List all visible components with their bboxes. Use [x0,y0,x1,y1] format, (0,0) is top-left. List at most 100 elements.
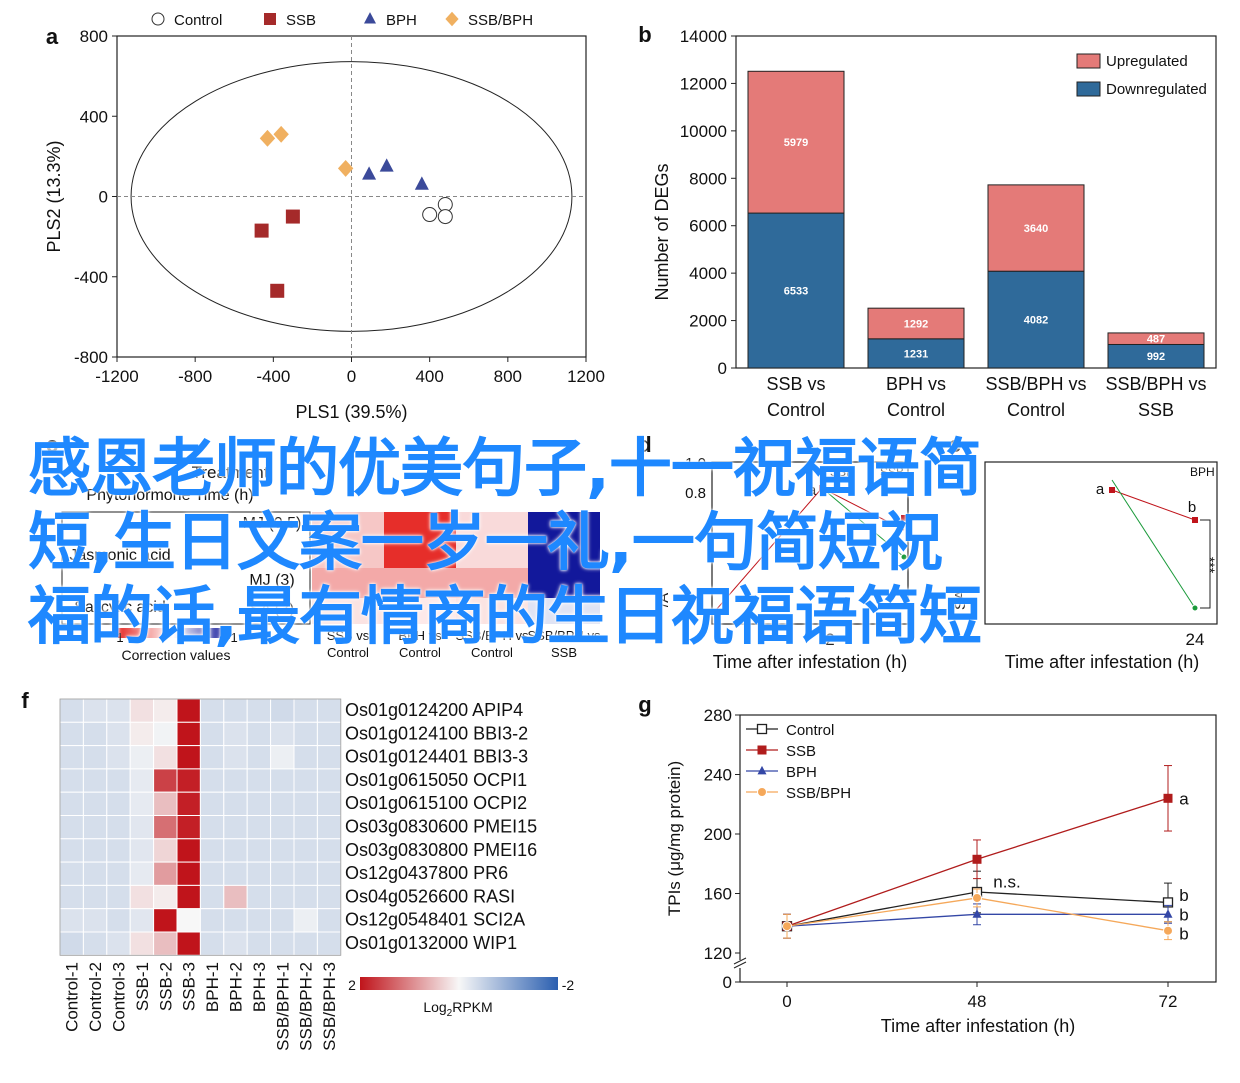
heatmap-cell [59,931,84,956]
data-point [1109,487,1115,493]
heatmap-cell [59,815,84,840]
heatmap-cell [82,815,108,840]
heatmap-cell [153,908,178,933]
y-tick-label: 800 [80,27,108,46]
data-point [437,209,453,225]
heatmap-cell [153,931,178,956]
heatmap-cell [270,884,295,910]
panel-letter: b [638,22,651,47]
panel-letter: g [638,692,651,717]
heatmap-cell [223,745,248,770]
heatmap-cell [293,908,318,933]
data-label: 1231 [904,348,928,360]
heatmap-cell [106,791,131,817]
column-label: BPH-1 [203,962,222,1012]
heatmap-cell [106,745,131,770]
table-frame [61,511,311,625]
significance-label: b [1179,905,1188,924]
column-label: Control [327,645,369,660]
column-label: SSB-3 [180,962,199,1011]
time-label: MJ (3) [249,572,294,589]
y-tick-label: 8000 [689,169,727,188]
bar-segment [747,70,845,214]
category-label: Control [1007,400,1065,420]
row-label: Os01g0615100 OCPI2 [345,793,527,813]
heatmap-cell [129,815,155,840]
table-header: Treatment [192,463,269,482]
significance-label: a [1179,789,1189,808]
heatmap-cell [246,931,272,956]
colorbar-label-part: Log [423,999,446,1015]
heatmap-cell [199,908,225,933]
x-tick-label: -800 [178,367,212,386]
legend-marker [757,765,767,775]
heatmap-cell [293,884,318,910]
legend-label: SSB/BPH [468,12,533,29]
heatmap-cell [106,815,131,840]
panel-b: b 0 2000 4000 6000 8000 10000 12000 14000 Number … [638,22,1217,420]
time-label: MJ (0.5) [243,515,302,532]
x-axis-label: Time after infestation (h) [1005,652,1199,672]
legend-swatch [1076,53,1101,69]
heatmap-frame [59,698,342,956]
panel-letter: d [638,432,651,457]
column-label: SSB-1 [133,962,152,1011]
column-label: BPH vs [398,628,442,643]
category-label: SSB vs [766,374,825,394]
heatmap-cell [293,768,318,793]
legend-label: Control [786,722,834,739]
colorbar [360,977,558,990]
y-tick-label: 0 [718,359,727,378]
x-tick-label: 2 [825,630,834,649]
heatmap-cell [270,768,295,793]
data-label: 992 [1147,351,1165,363]
y-tick-label: 10000 [680,122,727,141]
plot-frame [735,35,1217,369]
heatmap-cell [316,768,342,793]
heatmap-cell [293,815,318,840]
data-point [362,166,377,180]
heatmap-cell [82,721,108,747]
column-label: Control [399,645,441,660]
panel-letter: e [949,432,961,457]
table-cell [456,568,528,598]
panel-c: c Treatment Phytohormone Time (h) Jasmonic … [46,432,601,663]
data-point [414,176,429,190]
data-point [270,283,285,298]
y-tick-label: 1.0 [685,455,706,472]
heatmap-cell [316,838,342,863]
panel-d: d 1.0 0.8/A 2 Time after infestation (h) a SSB… [638,432,909,672]
data-point [972,854,982,864]
data-point [900,553,908,561]
row-label: Os01g0124200 APIP4 [345,700,523,720]
y-tick-label: 400 [80,107,108,126]
y-axis-label: /A [655,593,672,607]
axis-break-gap [734,960,746,968]
data-label: 6533 [784,286,808,298]
table-cell [456,598,528,624]
table-cell [528,512,600,568]
heatmap-cell [223,861,248,886]
data-point [1163,909,1173,918]
panel-f: f Os01g0124200 APIP4 Os01g0124100 BBI3-2 Os… [21,688,574,1051]
heatmap-cell [106,838,131,863]
x-axis-label: Time after infestation (h) [713,652,907,672]
heatmap-cell [223,931,248,956]
data-point [1163,925,1173,936]
bar-segment [747,212,845,369]
heatmap-cell [199,721,225,747]
panel-letter: c [46,432,58,457]
column-label: SSB/BPH-3 [320,962,339,1051]
data-point [1192,517,1198,523]
heatmap-cell [316,721,342,747]
y-tick-label: 4000 [689,264,727,283]
heatmap-cell [316,745,342,770]
heatmap-cell [153,791,178,817]
legend-marker [364,12,376,24]
colorbar-label: Log2RPKM [423,999,492,1019]
heatmap-cell [246,768,272,793]
y-tick-label: 14000 [680,27,727,46]
legend-label: SSB [880,465,904,479]
data-point [254,223,269,238]
heatmap-cell [270,698,295,723]
